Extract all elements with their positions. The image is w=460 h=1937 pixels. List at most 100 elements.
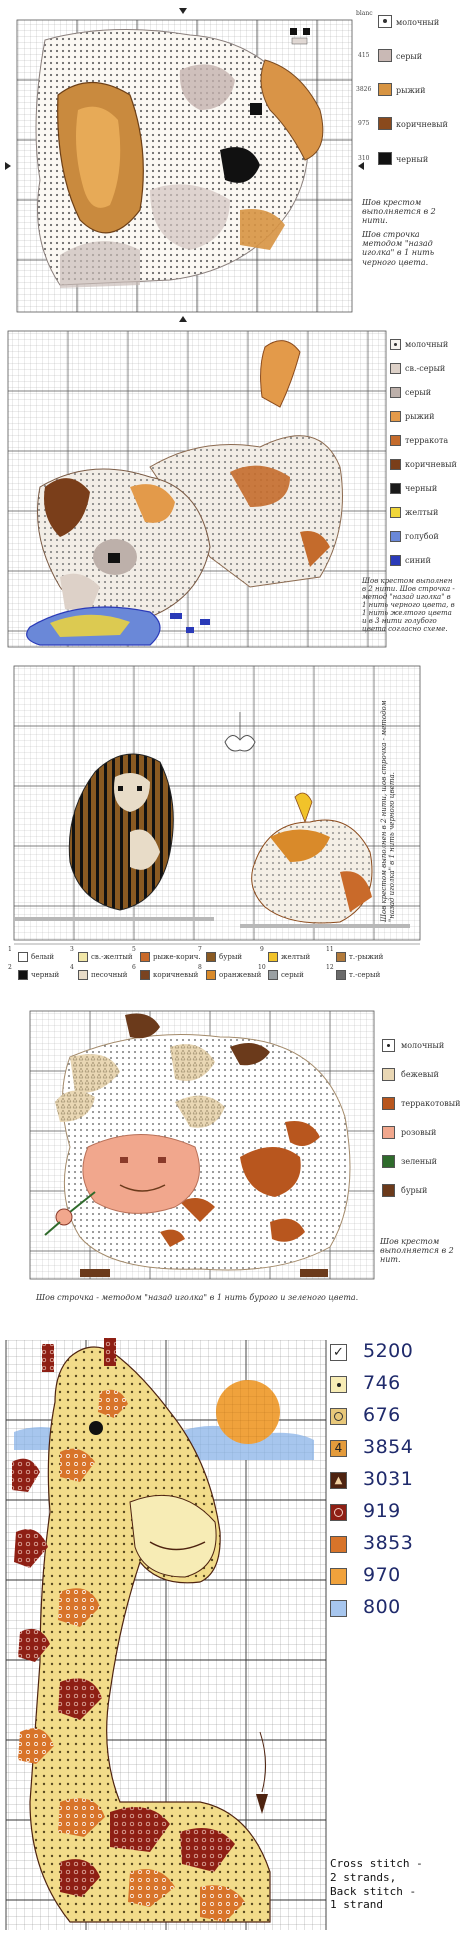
- legend-label: синий: [405, 556, 431, 565]
- legend-label: бурый: [401, 1186, 428, 1195]
- legend-label: серый: [405, 388, 432, 397]
- legend-label: терракота: [405, 436, 449, 445]
- legend-code: blanc: [356, 10, 373, 17]
- legend-label: молочный: [396, 18, 440, 27]
- legend-code: 746: [363, 1372, 401, 1394]
- legend-swatch-milk: [382, 1039, 395, 1052]
- legend-label: терракотовый: [401, 1099, 460, 1108]
- legend-label: голубой: [405, 532, 439, 541]
- puppy-kitten-chart: [7, 330, 387, 648]
- legend-swatch-check: ✓: [330, 1344, 347, 1361]
- legend-number: 8: [198, 964, 202, 971]
- legend-number: 9: [260, 946, 264, 953]
- legend-label: черный: [405, 484, 438, 493]
- legend-swatch-3853: [330, 1536, 347, 1553]
- legend-label: св.-желтый: [91, 953, 133, 961]
- stitch-line: 1 strand: [330, 1898, 383, 1912]
- legend-label: черный: [31, 971, 60, 979]
- legend-number: 11: [326, 946, 334, 953]
- legend-number: 5: [132, 946, 136, 953]
- stitch-line: Cross stitch -: [330, 1857, 423, 1870]
- legend-swatch-yellow: [390, 507, 401, 518]
- legend-swatch-lightgrey: [390, 363, 401, 374]
- legend-label: серый: [396, 52, 423, 61]
- legend-swatch-lightblue: [390, 531, 401, 542]
- legend-swatch-brown: [390, 459, 401, 470]
- legend-code: 919: [363, 1500, 401, 1522]
- legend-swatch-pink: [382, 1126, 395, 1139]
- legend-label: рыжий: [405, 412, 435, 421]
- legend-label: т.-рыжий: [349, 953, 384, 961]
- stitch-note-bottom: Шов строчка - методом "назад иголка" в 1…: [36, 1293, 359, 1302]
- puppy-chart: [5, 8, 364, 322]
- panel-cow: молочный бежевый терракотовый розовый зе…: [0, 1007, 460, 1327]
- stitch-note-vertical: Шов крестом выполнен в 2 нити, шов строч…: [380, 700, 397, 922]
- stitch-line: 2 strands,: [330, 1870, 397, 1884]
- legend-code: 3031: [363, 1468, 414, 1490]
- legend-label: коричневый: [396, 120, 448, 129]
- legend-swatch-dot: [330, 1376, 347, 1393]
- legend-label: рыжий: [396, 86, 426, 95]
- legend-swatch-grey: [378, 49, 392, 62]
- panel-puppy-kitten: молочный св.-серый серый рыжий терракота…: [0, 327, 460, 657]
- legend-number: 4: [70, 964, 74, 971]
- cow-chart: [29, 1010, 375, 1280]
- legend-swatch-black: [378, 152, 392, 165]
- legend-swatch-970: [330, 1568, 347, 1585]
- legend-swatch-ginger: [390, 411, 401, 422]
- legend-number: 3: [70, 946, 74, 953]
- legend-number: 12: [326, 964, 334, 971]
- legend-label: молочный: [405, 340, 449, 349]
- legend-label: коричневый: [405, 460, 457, 469]
- legend-swatch-brown: [378, 117, 392, 130]
- legend-swatch-terracotta: [382, 1097, 395, 1110]
- legend-swatch-brown: [382, 1184, 395, 1197]
- legend-code: 676: [363, 1404, 401, 1426]
- legend-label: желтый: [405, 508, 439, 517]
- legend-number: 2: [8, 964, 12, 971]
- legend-label: черный: [396, 155, 429, 164]
- legend-swatch-tri: ▲: [330, 1472, 347, 1489]
- legend-label: белый: [31, 953, 55, 961]
- legend-swatch-blue: [390, 555, 401, 566]
- legend-swatch-terracotta: [390, 435, 401, 446]
- stitch-note: Шов крестом выполняется в 2 нити.: [362, 198, 436, 226]
- legend-label: розовый: [401, 1128, 437, 1137]
- legend-swatch-beige: [382, 1068, 395, 1081]
- legend-label: оранжевый: [219, 971, 262, 979]
- legend-swatch-800: [330, 1600, 347, 1617]
- stitch-line: Back stitch -: [330, 1884, 417, 1898]
- legend-swatch-3: [78, 952, 88, 962]
- legend-label: коричневый: [153, 971, 199, 979]
- legend-swatch-5: [140, 952, 150, 962]
- legend-code: 3854: [363, 1436, 414, 1458]
- stitch-note: Шов крестом выполнен в 2 нити. Шов строч…: [362, 577, 455, 634]
- legend-swatch-circle: [330, 1408, 347, 1425]
- legend-swatch-green: [382, 1155, 395, 1168]
- legend-code: 970: [363, 1564, 401, 1586]
- legend-swatch-8: [206, 970, 216, 980]
- legend-label: бурый: [219, 953, 243, 961]
- legend-swatch-4: [78, 970, 88, 980]
- legend-label: молочный: [401, 1041, 445, 1050]
- legend-number: 1: [8, 946, 12, 953]
- legend-swatch-ginger: [378, 83, 392, 96]
- legend-swatch-ring: [330, 1504, 347, 1521]
- legend-code: 975: [358, 120, 370, 127]
- legend-swatch-9: [268, 952, 278, 962]
- legend-swatch-2: [18, 970, 28, 980]
- legend-swatch-blanc: [378, 15, 392, 28]
- legend-swatch-12: [336, 970, 346, 980]
- stitch-note: Шов крестом выполняется в 2 нит.: [380, 1237, 454, 1265]
- legend-label: св.-серый: [405, 364, 446, 373]
- panel-puppy: blanc 415 3826 975 310 молочный серый ры…: [0, 0, 460, 322]
- legend-swatch-grey: [390, 387, 401, 398]
- legend-code: 3853: [363, 1532, 414, 1554]
- legend-number: 7: [198, 946, 202, 953]
- legend-label: желтый: [281, 953, 311, 961]
- stitch-note: Шов строчка методом "назад иголка" в 1 н…: [362, 230, 435, 267]
- legend-label: бежевый: [401, 1070, 439, 1079]
- legend-code: 5200: [363, 1340, 414, 1362]
- legend-label: серый: [281, 971, 304, 979]
- legend-label: песочный: [91, 971, 128, 979]
